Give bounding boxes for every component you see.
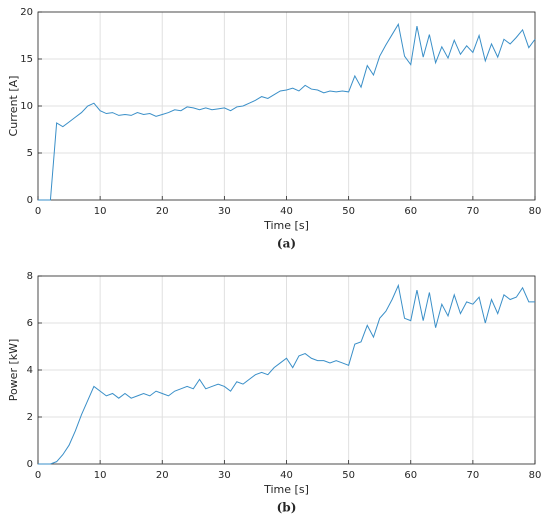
- y-tick-label: 15: [20, 54, 33, 65]
- x-axis-label: Time [s]: [263, 219, 309, 232]
- y-tick-label: 0: [27, 459, 33, 470]
- x-tick-label: 50: [342, 470, 355, 481]
- data-line: [38, 22, 536, 201]
- x-tick-label: 10: [94, 206, 107, 217]
- x-tick-label: 10: [94, 470, 107, 481]
- y-axis-label: Current [A]: [7, 76, 20, 137]
- x-tick-label: 80: [529, 206, 542, 217]
- x-tick-label: 30: [218, 206, 231, 217]
- y-tick-label: 8: [27, 271, 33, 282]
- x-tick-label: 30: [218, 470, 231, 481]
- x-tick-label: 70: [467, 206, 480, 217]
- x-tick-label: 40: [280, 206, 293, 217]
- x-tick-label: 0: [35, 206, 41, 217]
- y-tick-label: 20: [20, 7, 33, 18]
- y-tick-label: 10: [20, 101, 33, 112]
- plot-frame: [37, 275, 536, 465]
- x-tick-label: 20: [156, 206, 169, 217]
- y-axis-label: Power [kW]: [7, 339, 20, 402]
- caption: (a): [277, 237, 296, 251]
- caption: (b): [277, 501, 297, 515]
- x-tick-label: 60: [404, 206, 417, 217]
- data-line: [38, 283, 535, 465]
- y-tick-label: 6: [27, 318, 33, 329]
- y-tick-label: 4: [27, 365, 33, 376]
- x-tick-label: 0: [35, 470, 41, 481]
- y-tick-label: 0: [27, 195, 33, 206]
- x-tick-label: 50: [342, 206, 355, 217]
- x-tick-label: 60: [404, 470, 417, 481]
- x-tick-label: 80: [529, 470, 542, 481]
- y-tick-label: 5: [27, 148, 33, 159]
- x-tick-label: 40: [280, 470, 293, 481]
- x-axis-label: Time [s]: [263, 483, 309, 496]
- x-tick-label: 70: [467, 470, 480, 481]
- y-tick-label: 2: [27, 412, 33, 423]
- plot-frame: [37, 11, 536, 201]
- x-tick-label: 20: [156, 470, 169, 481]
